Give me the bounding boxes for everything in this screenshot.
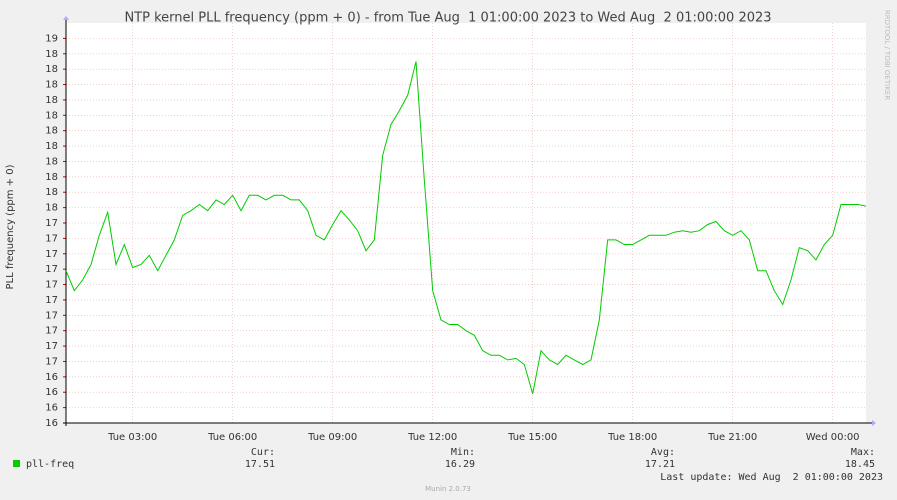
y-tick-label: 17 [45,310,58,321]
stat-label: Max: [851,447,875,458]
stat-value: 17.21 [645,459,675,470]
chart-title: NTP kernel PLL frequency (ppm + 0) - fro… [124,11,771,26]
y-tick-label: 18 [45,203,58,214]
x-tick-label: Tue 09:00 [307,432,357,443]
stat-value: 18.45 [845,459,875,470]
y-tick-label: 18 [45,64,58,75]
y-tick-label: 18 [45,95,58,106]
stat-label: Avg: [651,447,675,458]
x-tick-label: Tue 06:00 [207,432,257,443]
x-tick-label: Tue 03:00 [107,432,157,443]
footer: Munin 2.0.73 [425,485,471,493]
legend-swatch [13,460,20,467]
y-tick-label: 19 [45,33,58,44]
y-tick-label: 18 [45,172,58,183]
axis-arrow [872,420,876,426]
y-tick-label: 18 [45,126,58,137]
y-tick-label: 18 [45,187,58,198]
y-tick-label: 17 [45,264,58,275]
stat-value: 17.51 [245,459,275,470]
y-tick-label: 17 [45,280,58,291]
y-tick-label: 17 [45,218,58,229]
y-tick-label: 16 [45,403,58,414]
y-tick-label: 17 [45,249,58,260]
x-tick-label: Tue 12:00 [407,432,457,443]
stat-label: Cur: [251,447,275,458]
y-axis-label: PLL frequency (ppm + 0) [5,164,16,289]
stat-value: 16.29 [445,459,475,470]
y-tick-label: 18 [45,80,58,91]
y-tick-label: 17 [45,341,58,352]
x-tick-label: Tue 21:00 [707,432,757,443]
axis-arrow [63,16,69,20]
legend-label: pll-freq [26,459,74,470]
y-tick-label: 16 [45,372,58,383]
last-update: Last update: Wed Aug 2 01:00:00 2023 [660,472,883,483]
y-tick-label: 17 [45,233,58,244]
y-tick-label: 16 [45,418,58,429]
y-tick-label: 18 [45,49,58,60]
x-tick-label: Tue 18:00 [607,432,657,443]
y-tick-label: 18 [45,141,58,152]
x-tick-label: Tue 15:00 [507,432,557,443]
y-tick-label: 17 [45,295,58,306]
y-tick-label: 18 [45,156,58,167]
stat-label: Min: [451,447,475,458]
y-tick-label: 17 [45,326,58,337]
y-tick-label: 17 [45,356,58,367]
side-label: RRDTOOL / TOBI OETIKER [883,10,891,100]
data-line [65,61,867,394]
x-tick-label: Wed 00:00 [806,432,860,443]
y-tick-label: 16 [45,387,58,398]
y-tick-label: 18 [45,110,58,121]
